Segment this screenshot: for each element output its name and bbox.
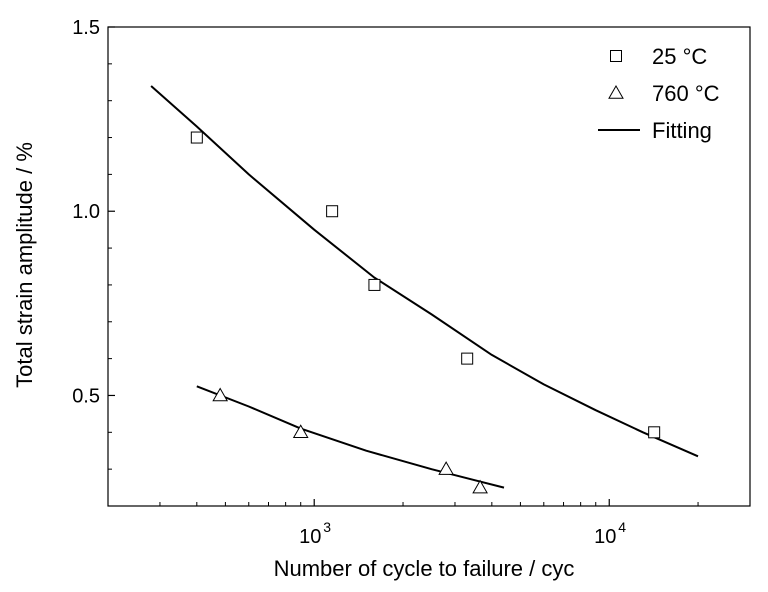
point-760c-0 <box>212 387 229 402</box>
legend-label-1: 760 °C <box>652 81 720 106</box>
x-axis: 10 3 10 4 <box>159 499 699 548</box>
y-tick-label-1: 1.0 <box>72 201 100 223</box>
x-axis-title: Number of cycle to failure / cyc <box>274 556 575 581</box>
point-25c-4 <box>648 426 661 439</box>
y-tick-label-2: 1.5 <box>72 17 100 39</box>
x-tick-label-0: 10 <box>299 526 321 548</box>
y-axis-title: Total strain amplitude / % <box>12 142 37 388</box>
data-markers <box>190 131 661 494</box>
x-tick-exponent-1: 4 <box>618 519 626 535</box>
fit-line-0 <box>150 85 699 458</box>
legend-marker-triangle <box>608 84 624 99</box>
legend-marker-square <box>610 50 622 62</box>
y-tick-label-0: 0.5 <box>72 385 100 407</box>
fit-lines <box>150 85 699 489</box>
legend-label-2: Fitting <box>652 118 712 143</box>
legend-label-0: 25 °C <box>652 44 707 69</box>
point-25c-3 <box>461 352 474 365</box>
point-760c-3 <box>472 479 488 494</box>
point-25c-2 <box>368 278 381 291</box>
point-25c-1 <box>326 205 339 218</box>
fit-line-1 <box>196 385 505 489</box>
x-tick-exponent-0: 3 <box>323 519 331 535</box>
legend: 25 °C 760 °C Fitting <box>598 44 720 143</box>
point-760c-2 <box>438 461 454 475</box>
plot-frame <box>107 26 751 507</box>
point-25c-0 <box>190 131 203 144</box>
point-760c-1 <box>292 424 309 439</box>
x-tick-label-1: 10 <box>594 526 616 548</box>
y-axis: 0.5 1.0 1.5 <box>72 17 115 470</box>
